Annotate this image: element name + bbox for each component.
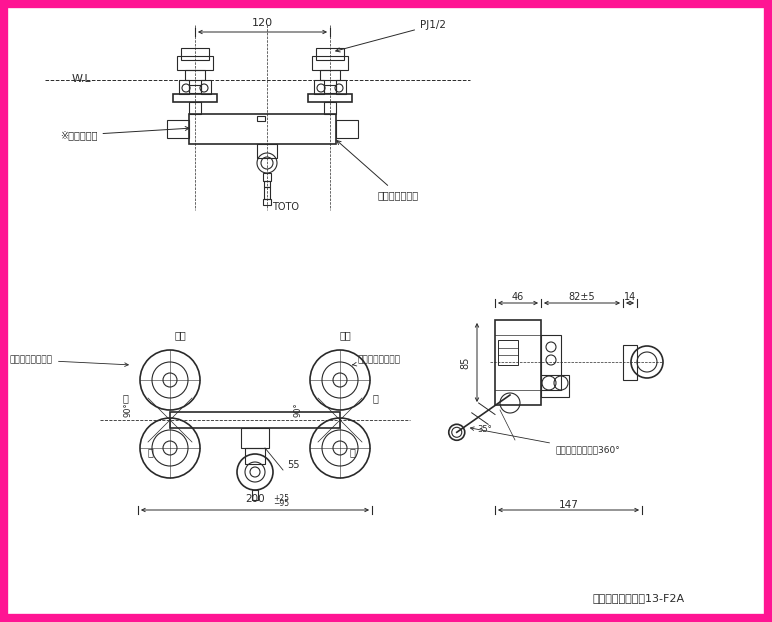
Text: 閉: 閉 [122, 393, 128, 403]
Bar [312, 56, 348, 70]
Bar [181, 48, 209, 60]
Bar [264, 187, 270, 199]
Text: ※注意ラベル: ※注意ラベル [60, 126, 189, 140]
Text: TOTO: TOTO [272, 202, 299, 212]
Bar [324, 85, 336, 93]
Bar [263, 173, 271, 181]
Bar [495, 320, 541, 405]
Bar [167, 120, 189, 138]
Bar [177, 56, 213, 70]
Bar [623, 345, 637, 380]
Text: ペールホワイト: ペールホワイト [337, 141, 419, 200]
Text: 35°: 35° [478, 425, 493, 435]
Bar [189, 114, 336, 144]
Text: 200: 200 [245, 494, 265, 504]
Text: 閉: 閉 [372, 393, 378, 403]
Text: ハンドル回転角度: ハンドル回転角度 [10, 356, 128, 366]
Bar [541, 375, 569, 397]
Bar [498, 340, 518, 365]
Bar [245, 448, 265, 464]
Bar [257, 116, 265, 121]
Text: ハンドル回転角度: ハンドル回転角度 [353, 356, 401, 366]
Bar [241, 428, 269, 448]
Bar [263, 199, 271, 205]
Bar [308, 94, 352, 102]
Text: 90°: 90° [124, 402, 133, 417]
Bar [179, 80, 189, 94]
Bar [336, 120, 358, 138]
Bar [314, 80, 324, 94]
Text: PJ1/2: PJ1/2 [336, 20, 446, 52]
Bar [189, 85, 201, 93]
Text: 赤色: 赤色 [174, 330, 186, 340]
Bar [252, 490, 258, 500]
Bar [541, 335, 561, 390]
Bar [170, 412, 340, 428]
Text: −95: −95 [273, 499, 290, 508]
Text: W.L: W.L [72, 74, 92, 84]
Text: 85: 85 [460, 356, 470, 369]
Bar [336, 80, 346, 94]
Text: +25: +25 [273, 494, 289, 503]
Bar [201, 80, 211, 94]
Text: 14: 14 [624, 292, 636, 302]
Bar [324, 102, 336, 114]
Bar [320, 70, 340, 80]
Text: 55: 55 [287, 460, 300, 470]
Text: 120: 120 [252, 18, 273, 28]
Bar [189, 102, 201, 114]
Text: スパウト回転角度360°: スパウト回転角度360° [470, 427, 620, 455]
Text: 青色: 青色 [339, 330, 351, 340]
Bar [173, 94, 217, 102]
Bar [257, 144, 277, 158]
Text: 82±5: 82±5 [569, 292, 595, 302]
Bar [316, 48, 344, 60]
Text: 46: 46 [512, 292, 524, 302]
Text: 90°: 90° [293, 402, 303, 417]
Bar [264, 181, 270, 187]
Text: 開: 開 [349, 447, 355, 457]
Text: 147: 147 [559, 500, 578, 510]
Bar [185, 70, 205, 80]
Text: 開: 開 [147, 447, 153, 457]
Text: 国土交通省記号：13-F2A: 国土交通省記号：13-F2A [593, 593, 685, 603]
